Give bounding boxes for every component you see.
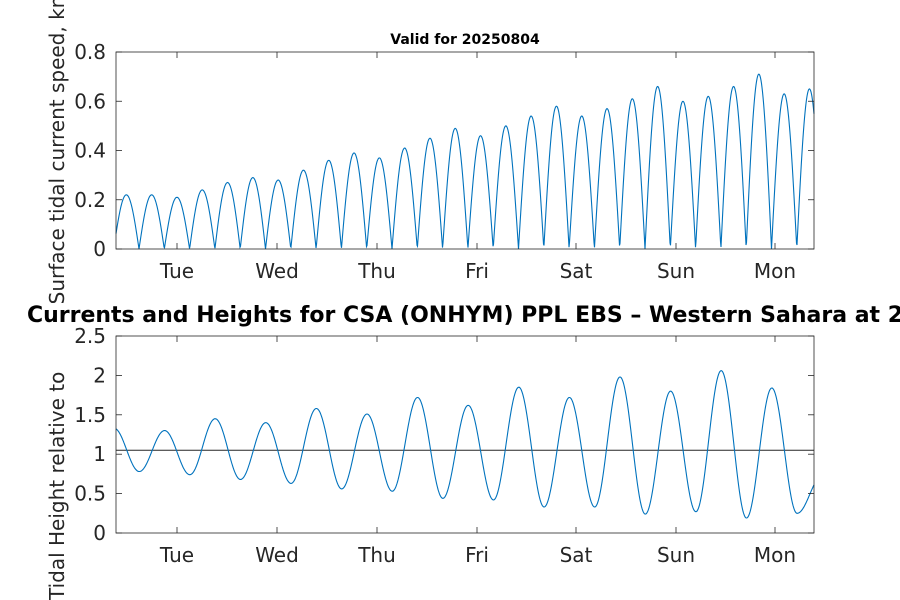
y-tick-label: 0.5 — [74, 482, 106, 506]
y-tick-label: 0.2 — [74, 188, 106, 212]
x-tick-label: Fri — [465, 259, 489, 283]
x-tick-label: Thu — [357, 543, 396, 567]
x-tick-label: Sat — [560, 543, 593, 567]
y-tick-label: 0.6 — [74, 89, 106, 113]
y-tick-label: 0.4 — [74, 139, 106, 163]
current-speed-chart: 0 0.2 0.4 0.6 0.8 Tue Wed Thu Fri Sat Sun Mon Vali… — [45, 0, 815, 304]
tidal-height-chart: Currents and Heights for CSA (ONHYM) PPL… — [27, 303, 900, 600]
x-tick-label: Fri — [465, 543, 489, 567]
y-tick-label: 2.5 — [74, 324, 106, 348]
x-tick-label: Mon — [754, 259, 796, 283]
x-tick-label: Thu — [357, 259, 396, 283]
y-tick-label: 0 — [93, 237, 106, 261]
y-tick-label: 0.8 — [74, 40, 106, 64]
y-tick-label: 0 — [93, 521, 106, 545]
x-tick-label: Sun — [657, 259, 695, 283]
y-tick-label: 2 — [93, 363, 106, 387]
x-tick-label: Wed — [255, 259, 299, 283]
tidal-height-line — [115, 370, 815, 519]
y-tick-label: 1 — [93, 442, 106, 466]
x-tick-label: Sat — [560, 259, 593, 283]
height-y-axis-label: Tidal Height relative to — [45, 372, 69, 600]
current-plot-area — [116, 52, 814, 249]
x-tick-label: Wed — [255, 543, 299, 567]
height-plot-area — [116, 336, 814, 533]
main-title: Currents and Heights for CSA (ONHYM) PPL… — [27, 303, 900, 328]
x-tick-label: Mon — [754, 543, 796, 567]
y-tick-label: 1.5 — [74, 403, 106, 427]
height-plot-frame — [115, 335, 815, 534]
x-tick-label: Tue — [159, 543, 194, 567]
current-speed-line — [115, 73, 815, 250]
current-y-axis-label: Surface tidal current speed, kn — [45, 0, 69, 304]
x-tick-label: Sun — [657, 543, 695, 567]
current-chart-title: Valid for 20250804 — [390, 32, 540, 48]
x-tick-label: Tue — [159, 259, 194, 283]
